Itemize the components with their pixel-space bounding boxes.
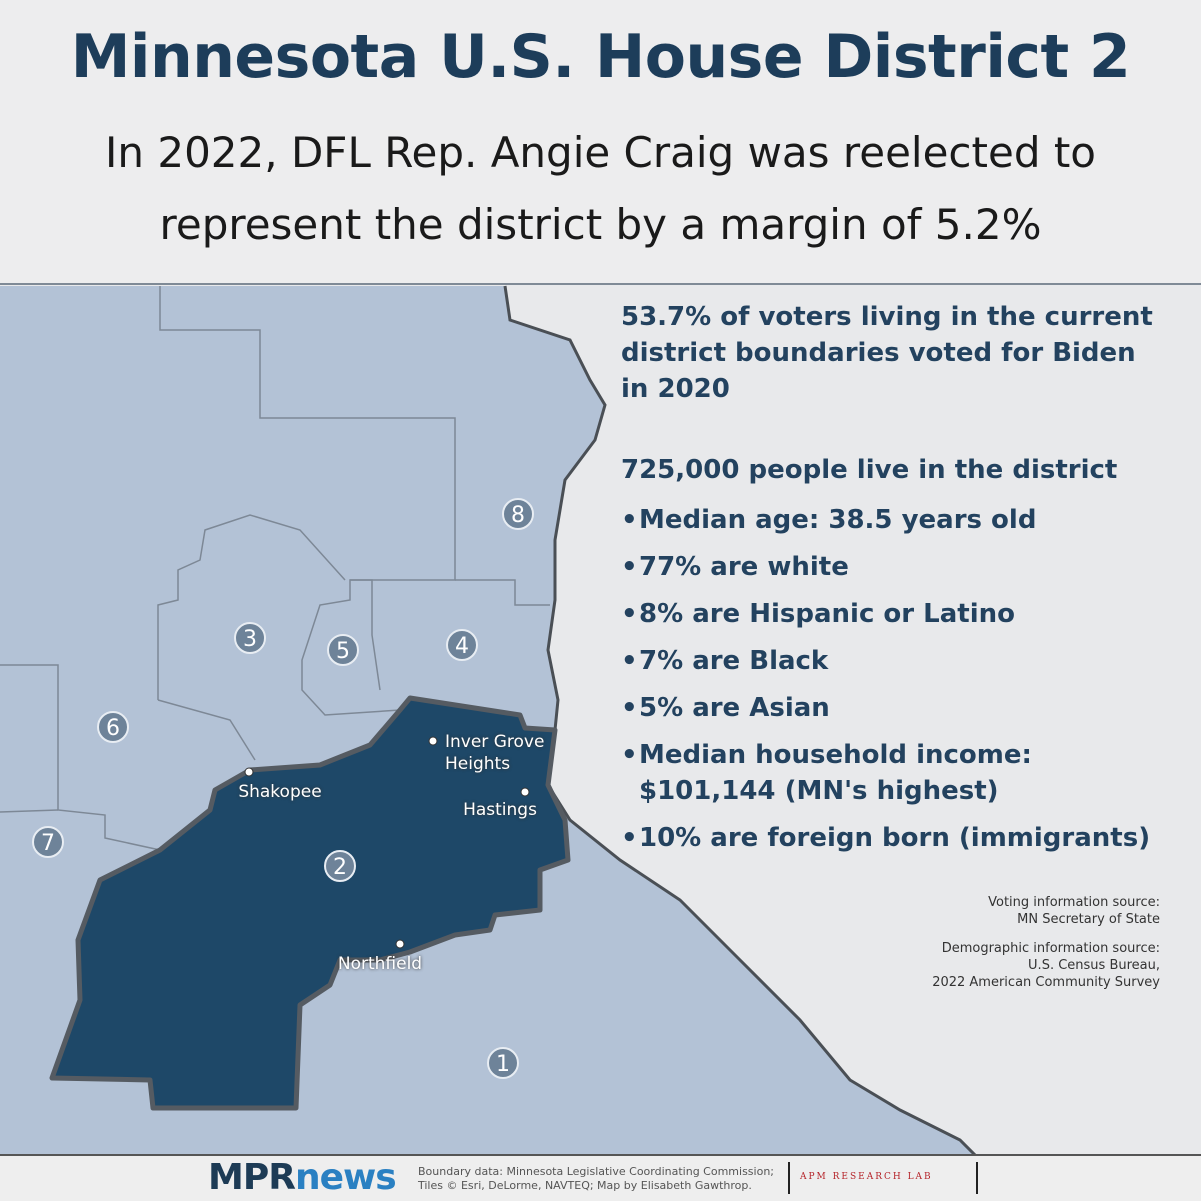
- bullet-dot: •: [621, 823, 638, 853]
- subtitle-line: In 2022, DFL Rep. Angie Craig was reelec…: [105, 128, 1096, 177]
- bullet-dot: •: [621, 552, 638, 582]
- logo-mpr: MPR: [208, 1157, 296, 1198]
- demographic-source: Demographic information source: U.S. Cen…: [932, 940, 1160, 991]
- bullet-text: Median age: 38.5 years old: [639, 505, 1037, 535]
- city-dot: [520, 787, 530, 797]
- bullet-text: 77% are white: [639, 552, 849, 582]
- voting-source: Voting information source: MN Secretary …: [988, 894, 1160, 928]
- bullet-dot: •: [621, 599, 638, 629]
- partner-logo: APM RESEARCH LAB: [800, 1172, 933, 1182]
- district-number: 5: [336, 639, 350, 664]
- district-number: 8: [511, 503, 525, 528]
- bullet-item: • 10% are foreign born (immigrants): [621, 820, 1161, 856]
- credit-line: Tiles © Esri, DeLorme, NAVTEQ; Map by El…: [418, 1179, 752, 1192]
- bullet-text: 10% are foreign born (immigrants): [639, 823, 1151, 853]
- district-marker: [97, 711, 129, 743]
- source-line: Demographic information source:: [941, 941, 1160, 956]
- credit-line: Boundary data: Minnesota Legislative Coo…: [418, 1165, 774, 1178]
- credits: Boundary data: Minnesota Legislative Coo…: [418, 1165, 774, 1193]
- bullet-item: • 5% are Asian: [621, 690, 1161, 726]
- district-marker: [446, 629, 478, 661]
- bullet-dot: •: [621, 693, 638, 723]
- source-line: U.S. Census Bureau,: [1028, 958, 1160, 973]
- district-number: 7: [41, 831, 55, 856]
- bullet-text: Median household income: $101,144 (MN's …: [639, 740, 1032, 806]
- district-marker: [32, 826, 64, 858]
- source-line: MN Secretary of State: [1017, 912, 1160, 927]
- bold-text: voted for Biden in 2020: [621, 338, 1136, 404]
- district-number: 3: [243, 627, 257, 652]
- source-line: 2022 American Community Survey: [932, 975, 1160, 990]
- bullet-dot: •: [621, 740, 638, 770]
- district-marker: [324, 850, 356, 882]
- bullet-text: 5% are Asian: [639, 693, 830, 723]
- district-number: 2: [333, 855, 347, 880]
- city-dot: [428, 736, 438, 746]
- population-heading: 725,000 people live in the district: [621, 455, 1118, 485]
- bullet-dot: •: [621, 505, 638, 535]
- voting-fact: 53.7% of voters living in the current di…: [621, 299, 1171, 407]
- bullet-dot: •: [621, 646, 638, 676]
- city-label: Inver Grove Heights: [445, 732, 545, 774]
- text: living in the current district boundarie…: [621, 302, 1153, 368]
- logo-news: news: [294, 1157, 397, 1198]
- district-number: 4: [455, 634, 469, 659]
- city-dot: [244, 767, 254, 777]
- city-label: Northfield: [337, 954, 423, 974]
- bullet-text: 7% are Black: [639, 646, 829, 676]
- bullet-item: • Median household income: $101,144 (MN's…: [621, 737, 1161, 809]
- source-line: Voting information source:: [988, 895, 1160, 910]
- bullet-item: • 77% are white: [621, 549, 1161, 585]
- title: Minnesota U.S. House District 2: [70, 22, 1131, 92]
- bullet-item: • Median age: 38.5 years old: [621, 502, 1161, 538]
- district-marker: [487, 1047, 519, 1079]
- bullet-text: 8% are Hispanic or Latino: [639, 599, 1015, 629]
- bold-text: 53.7% of voters: [621, 302, 852, 332]
- district-marker: [327, 634, 359, 666]
- city-dot: [395, 939, 405, 949]
- city-label: Shakopee: [238, 782, 322, 802]
- bullet-item: • 7% are Black: [621, 643, 1161, 679]
- district-marker: [234, 622, 266, 654]
- bullet-item: • 8% are Hispanic or Latino: [621, 596, 1161, 632]
- subtitle-line: represent the district by a margin of 5.…: [159, 200, 1042, 249]
- city-label: Hastings: [463, 800, 537, 820]
- partner-frame: [788, 1162, 978, 1194]
- district-number: 6: [106, 716, 120, 741]
- district-number: 1: [496, 1052, 510, 1077]
- district-marker: [502, 498, 534, 530]
- logo: MPRnews: [208, 1157, 397, 1198]
